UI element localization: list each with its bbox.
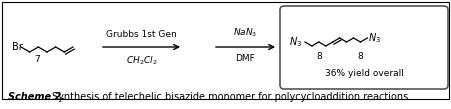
Text: $N_3$: $N_3$ xyxy=(289,35,302,49)
FancyBboxPatch shape xyxy=(280,6,448,89)
Text: $NaN_3$: $NaN_3$ xyxy=(233,26,258,39)
Text: $N_3$: $N_3$ xyxy=(368,31,382,45)
FancyBboxPatch shape xyxy=(2,2,449,99)
Text: $CH_2Cl_2$: $CH_2Cl_2$ xyxy=(126,54,157,66)
Text: 7: 7 xyxy=(34,55,40,64)
Text: Scheme 2.: Scheme 2. xyxy=(8,92,65,102)
Text: 8: 8 xyxy=(316,52,322,61)
Text: Synthesis of telechelic bisazide monomer for polycycloaddition reactions.: Synthesis of telechelic bisazide monomer… xyxy=(52,92,411,102)
Text: 36% yield overall: 36% yield overall xyxy=(325,68,404,77)
Text: Grubbs 1st Gen: Grubbs 1st Gen xyxy=(106,30,177,39)
Text: DMF: DMF xyxy=(235,54,255,63)
Text: 8: 8 xyxy=(358,52,364,61)
Text: Br: Br xyxy=(12,42,23,52)
